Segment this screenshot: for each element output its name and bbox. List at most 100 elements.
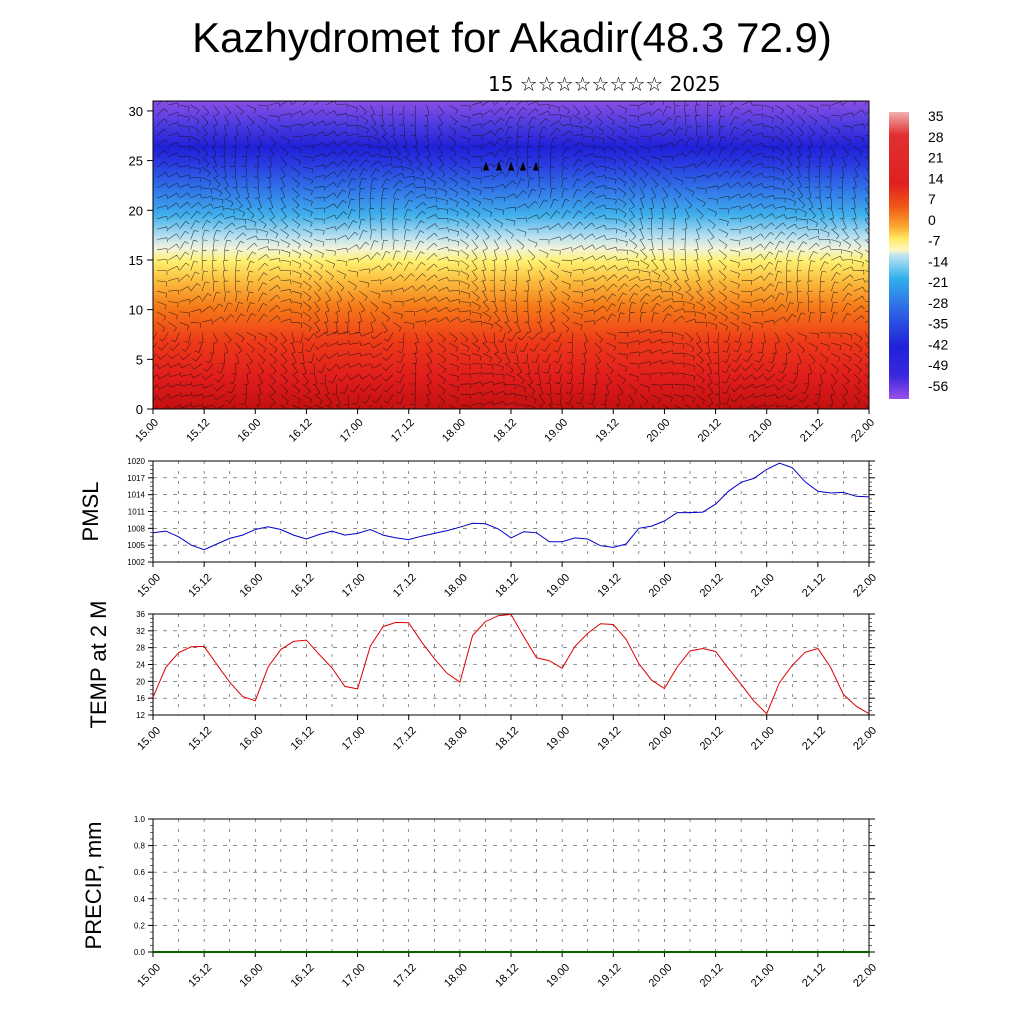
x-tick-label: 18.00 (442, 725, 470, 753)
x-tick-label: 21.00 (749, 962, 777, 990)
y-tick-label: 30 (129, 104, 143, 119)
x-tick-label: 15.00 (133, 417, 161, 445)
y-axis: 1002 1005 1008 1011 1014 1017 1020 (127, 457, 875, 567)
colorbar-label: -35 (928, 316, 948, 332)
y-tick-label: 16 (136, 694, 145, 703)
y-axis: 0.0 0.2 0.4 0.6 0.8 1.0 (134, 815, 875, 957)
x-tick-label: 22.00 (851, 725, 879, 753)
y-tick-label: 32 (136, 627, 145, 636)
x-tick-label: 22.00 (849, 417, 877, 445)
wind-pennant (496, 161, 502, 171)
colorbar-label: 14 (928, 170, 944, 186)
x-tick-label: 16.12 (289, 572, 317, 600)
y-axis: 12 16 20 24 28 32 36 (136, 610, 875, 720)
x-tick-label: 20.00 (645, 417, 673, 445)
y-tick-label: 25 (129, 154, 143, 169)
x-tick-label: 16.12 (289, 962, 317, 990)
x-tick-label: 18.00 (442, 962, 470, 990)
x-tick-label: 20.00 (647, 572, 675, 600)
heatmap-hotspot (365, 369, 455, 409)
grid (153, 819, 869, 952)
colorbar-label: -28 (928, 295, 948, 311)
x-tick-label: 17.00 (340, 572, 368, 600)
precip-panel: 0.0 0.2 0.4 0.6 0.8 1.0 PRECIP, mm 15.00 15.12 16… (81, 815, 879, 990)
y-tick-label: 1020 (127, 457, 145, 466)
x-tick-label: 19.12 (593, 417, 621, 445)
heatmap-hotspot (470, 364, 550, 409)
colorbar-label: 28 (928, 129, 944, 145)
series-line (152, 613, 870, 715)
x-tick-label: 17.12 (389, 417, 417, 445)
x-tick-label: 16.00 (237, 725, 265, 753)
y-tick-label: 1008 (127, 524, 145, 533)
x-tick-label: 16.00 (237, 962, 265, 990)
wind-pennant (533, 161, 539, 171)
y-tick-label: 5 (136, 352, 143, 367)
y-tick-label: 15 (129, 253, 143, 268)
colorbar-labels: 35 28 21 14 7 0 -7 -14 -21 -28 -35 -42 -49 -56 (928, 108, 948, 394)
series-line (152, 462, 870, 551)
x-tick-label: 20.00 (647, 725, 675, 753)
x-tick-label: 17.00 (338, 417, 366, 445)
x-tick-label: 17.12 (391, 725, 419, 753)
x-tick-label: 15.00 (135, 725, 163, 753)
x-tick-label: 21.12 (800, 572, 828, 600)
x-tick-label: 18.12 (493, 572, 521, 600)
heatmap-x-axis: 15.00 15.12 16.00 16.12 17.00 17.12 18.00 18.12… (133, 409, 877, 445)
x-tick-label: 19.12 (595, 725, 623, 753)
y-tick-label: 20 (136, 677, 145, 686)
chart-title: Kazhydromet for Akadir(48.3 72.9) (192, 14, 832, 61)
wind-barb-field (153, 101, 869, 409)
y-tick-label: 0.6 (134, 868, 146, 877)
heatmap-y-axis: 0 5 10 15 20 25 30 (129, 104, 153, 417)
x-tick-label: 19.00 (544, 725, 572, 753)
grid (153, 614, 869, 715)
x-tick-label: 17.00 (340, 962, 368, 990)
x-tick-label: 21.00 (749, 725, 777, 753)
wind-pennant (508, 161, 514, 171)
x-tick-label: 21.12 (798, 417, 826, 445)
x-tick-label: 18.12 (493, 725, 521, 753)
y-tick-label: 0 (136, 402, 143, 417)
wind-barbs (153, 101, 869, 409)
x-tick-label: 21.12 (800, 962, 828, 990)
y-tick-label: 10 (129, 303, 143, 318)
colorbar-label: 0 (928, 212, 936, 228)
wind-pennant (520, 161, 526, 171)
y-axis-label: PMSL (78, 482, 103, 542)
y-tick-label: 1.0 (134, 815, 146, 824)
y-tick-label: 0.8 (134, 842, 146, 851)
y-tick-label: 0.4 (134, 895, 146, 904)
x-tick-label: 15.00 (135, 962, 163, 990)
x-tick-label: 21.00 (747, 417, 775, 445)
x-tick-label: 22.00 (851, 962, 879, 990)
y-tick-label: 1011 (128, 508, 146, 517)
x-tick-label: 19.00 (544, 572, 572, 600)
y-axis-label: PRECIP, mm (81, 822, 106, 950)
y-tick-label: 12 (136, 711, 145, 720)
x-tick-label: 19.12 (595, 962, 623, 990)
x-tick-label: 17.00 (340, 725, 368, 753)
x-tick-label: 21.12 (800, 725, 828, 753)
x-tick-label: 15.12 (186, 962, 214, 990)
y-tick-label: 1017 (127, 474, 145, 483)
x-axis: 15.00 15.12 16.00 16.12 17.00 17.12 18.00 18.12… (135, 952, 879, 990)
x-tick-label: 20.12 (698, 725, 726, 753)
y-tick-label: 0.2 (134, 921, 146, 930)
x-tick-label: 15.12 (184, 417, 212, 445)
temperature-heatmap: 0 5 10 15 20 25 30 15.00 15.12 16.00 16.12 17.00 17… (129, 100, 877, 445)
colorbar-label: 21 (928, 150, 944, 166)
x-tick-label: 19.12 (595, 572, 623, 600)
x-tick-label: 16.12 (287, 417, 315, 445)
colorbar-label: 35 (928, 108, 944, 124)
x-axis: 15.00 15.12 16.00 16.12 17.00 17.12 18.00 18.12… (135, 562, 879, 600)
colorbar-label: -21 (928, 274, 948, 290)
colorbar-label: -49 (928, 357, 948, 373)
colorbar: 35 28 21 14 7 0 -7 -14 -21 -28 -35 -42 -49 -56 (889, 108, 948, 399)
x-tick-label: 17.12 (391, 572, 419, 600)
y-axis-label: TEMP at 2 M (86, 601, 111, 729)
y-tick-label: 1005 (127, 541, 145, 550)
heatmap-field (153, 101, 869, 409)
